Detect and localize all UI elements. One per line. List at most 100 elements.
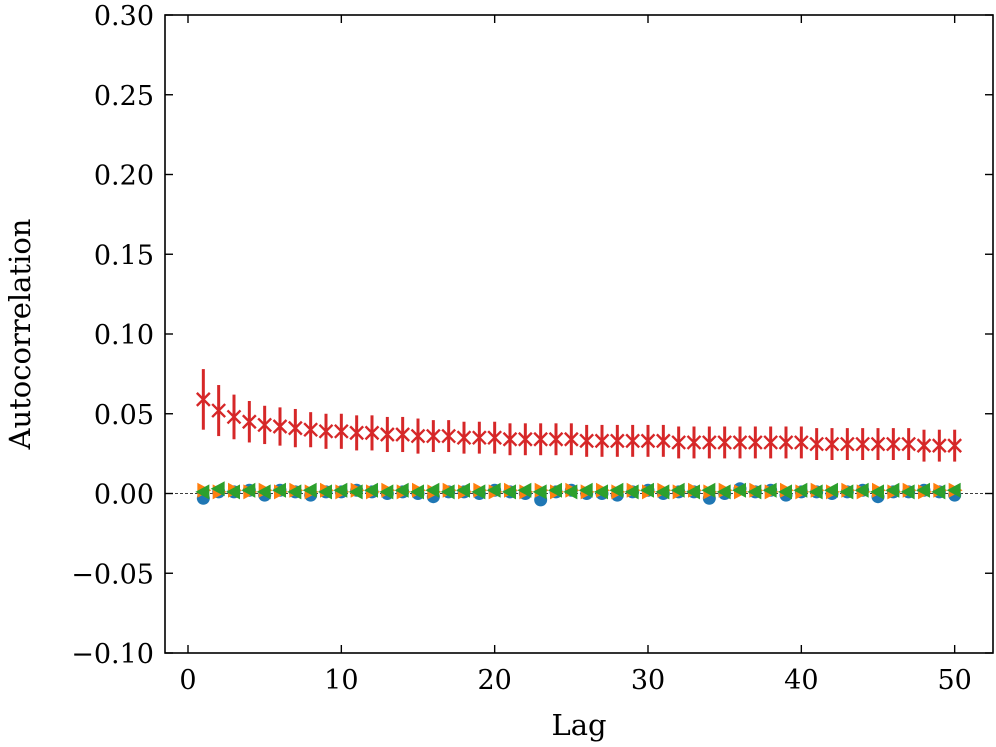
data-point — [272, 482, 286, 498]
data-point — [870, 484, 884, 500]
data-point — [931, 484, 946, 500]
data-point — [778, 484, 792, 500]
data-point — [318, 484, 332, 500]
data-point — [333, 482, 348, 498]
y-tick-label: 0.30 — [94, 1, 154, 32]
data-point — [364, 482, 378, 498]
data-point — [441, 428, 457, 444]
data-point — [517, 482, 532, 498]
x-axis-label: Lag — [551, 708, 606, 742]
data-point — [686, 484, 700, 500]
data-point — [578, 482, 593, 498]
data-point — [241, 482, 256, 498]
data-point — [257, 417, 273, 433]
y-tick-label: 0.15 — [94, 240, 154, 271]
data-point — [640, 482, 654, 498]
y-tick-label: −0.05 — [71, 559, 154, 590]
data-point — [303, 422, 319, 438]
data-point — [793, 435, 809, 450]
data-point — [548, 482, 562, 498]
data-point — [502, 484, 516, 500]
data-point — [609, 433, 625, 449]
plot-marks — [165, 369, 993, 507]
y-tick-label: 0.05 — [94, 400, 154, 431]
data-point — [916, 438, 932, 453]
data-point — [195, 392, 211, 407]
data-point — [394, 482, 409, 498]
data-point — [579, 433, 595, 449]
y-tick-label: 0.00 — [94, 480, 154, 511]
data-point — [379, 484, 394, 500]
data-point — [487, 430, 503, 446]
data-point — [440, 484, 455, 500]
data-point — [671, 435, 687, 450]
data-point — [425, 482, 440, 498]
data-point — [655, 433, 671, 449]
axis-ticks: 0 10 20 30 40 50 −0.10 −0.05 0.00 0.05 0.10 0.15 0.2… — [71, 1, 993, 696]
data-point — [870, 436, 886, 452]
x-tick-label: 30 — [631, 665, 665, 696]
data-point — [471, 484, 486, 500]
plot-area-frame — [164, 14, 994, 654]
series-x — [195, 369, 963, 462]
data-point — [333, 423, 349, 439]
x-tick-label: 50 — [937, 665, 971, 696]
data-point — [763, 435, 779, 450]
data-point — [624, 484, 639, 500]
data-point — [931, 438, 947, 453]
data-point — [456, 430, 472, 446]
data-point — [885, 482, 900, 498]
data-point — [778, 435, 794, 450]
data-point — [640, 433, 656, 449]
data-point — [533, 431, 549, 447]
data-point — [256, 484, 271, 500]
data-point — [287, 420, 303, 436]
data-point — [839, 436, 855, 452]
data-point — [348, 484, 363, 500]
data-point — [410, 484, 424, 500]
data-point — [824, 436, 840, 452]
data-point — [809, 436, 825, 452]
data-point — [901, 436, 917, 452]
data-point — [517, 431, 533, 447]
data-point — [732, 435, 748, 450]
data-point — [625, 433, 641, 449]
y-tick-label: −0.10 — [71, 639, 154, 670]
data-point — [670, 482, 685, 498]
data-point — [456, 482, 470, 498]
data-point — [302, 482, 317, 498]
data-point — [900, 484, 915, 500]
data-point — [839, 484, 854, 500]
data-point — [272, 419, 288, 434]
data-point — [717, 435, 733, 450]
data-point — [471, 430, 487, 446]
data-point — [947, 438, 963, 453]
data-point — [241, 414, 257, 430]
data-point — [855, 436, 871, 452]
data-point — [226, 484, 240, 500]
data-point — [395, 427, 411, 442]
data-point — [594, 433, 610, 449]
data-point — [563, 484, 578, 500]
data-point — [211, 403, 227, 418]
data-point — [701, 482, 716, 498]
data-point — [379, 427, 395, 442]
data-point — [364, 425, 380, 441]
data-point — [686, 435, 702, 450]
y-tick-label: 0.20 — [94, 161, 154, 192]
data-point — [747, 484, 762, 500]
x-tick-label: 40 — [784, 665, 818, 696]
data-point — [854, 482, 869, 498]
data-point — [716, 484, 731, 500]
data-point — [655, 484, 670, 500]
series-triangle-left — [195, 481, 961, 500]
data-point — [701, 435, 717, 450]
data-point — [793, 482, 808, 498]
data-point — [609, 482, 624, 498]
data-point — [195, 484, 210, 500]
data-point — [946, 482, 961, 498]
y-axis-label: Autocorrelation — [3, 219, 37, 451]
y-tick-label: 0.10 — [94, 320, 154, 351]
data-point — [824, 482, 838, 498]
